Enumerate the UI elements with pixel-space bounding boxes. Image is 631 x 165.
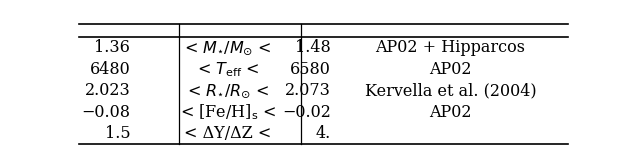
Text: < $R_{\star}/R_{\odot}$ <: < $R_{\star}/R_{\odot}$ < bbox=[187, 82, 269, 100]
Text: < [Fe/H]$_{\mathrm{s}}$ <: < [Fe/H]$_{\mathrm{s}}$ < bbox=[180, 102, 276, 122]
Text: < ΔY/ΔZ <: < ΔY/ΔZ < bbox=[184, 125, 272, 142]
Text: 2.073: 2.073 bbox=[285, 82, 331, 99]
Text: −0.08: −0.08 bbox=[81, 104, 130, 121]
Text: < $T_{\mathrm{eff}}$ <: < $T_{\mathrm{eff}}$ < bbox=[197, 60, 259, 79]
Text: AP02: AP02 bbox=[429, 61, 472, 78]
Text: 6580: 6580 bbox=[290, 61, 331, 78]
Text: 1.36: 1.36 bbox=[95, 39, 130, 56]
Text: 6480: 6480 bbox=[90, 61, 130, 78]
Text: 2.023: 2.023 bbox=[85, 82, 130, 99]
Text: 4.: 4. bbox=[316, 125, 331, 142]
Text: < $M_{\star}/M_{\odot}$ <: < $M_{\star}/M_{\odot}$ < bbox=[184, 39, 272, 57]
Text: 1.5: 1.5 bbox=[105, 125, 130, 142]
Text: AP02: AP02 bbox=[429, 104, 472, 121]
Text: 1.48: 1.48 bbox=[295, 39, 331, 56]
Text: Kervella et al. (2004): Kervella et al. (2004) bbox=[365, 82, 536, 99]
Text: −0.02: −0.02 bbox=[282, 104, 331, 121]
Text: AP02 + Hipparcos: AP02 + Hipparcos bbox=[375, 39, 526, 56]
